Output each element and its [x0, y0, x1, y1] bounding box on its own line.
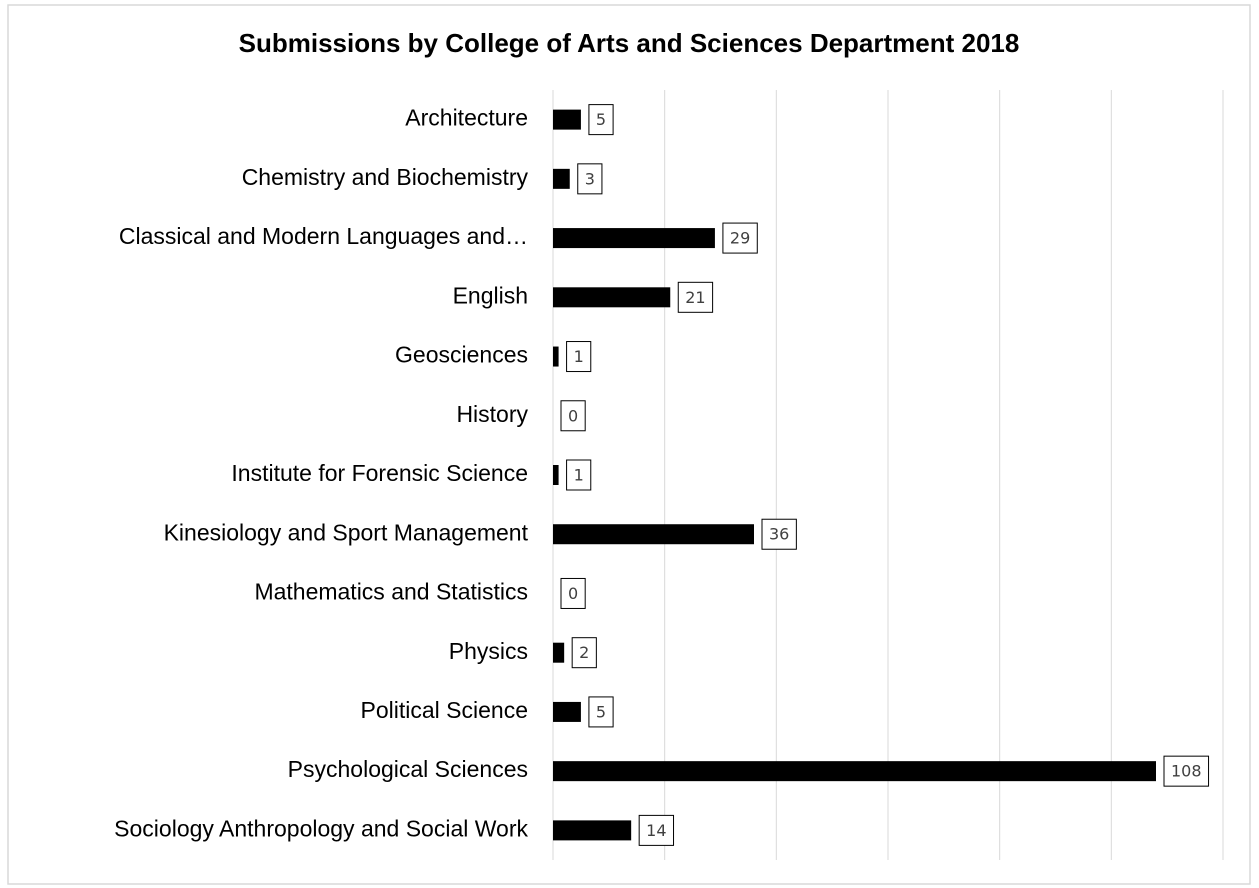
bar — [553, 346, 559, 367]
data-label: 14 — [646, 821, 666, 840]
data-label-box — [761, 518, 797, 550]
data-label-box — [577, 163, 603, 195]
y-tick-label: Political Science — [361, 697, 528, 723]
data-label-box — [560, 577, 586, 609]
bar — [553, 524, 754, 545]
data-label: 36 — [769, 525, 789, 544]
y-tick-label: Institute for Forensic Science — [231, 460, 528, 486]
y-tick-label: Chemistry and Biochemistry — [242, 164, 529, 190]
bar — [553, 287, 671, 308]
y-tick-label: Architecture — [405, 105, 528, 131]
data-label-box — [677, 281, 714, 313]
chart-frame — [7, 4, 1251, 885]
data-label: 0 — [568, 406, 578, 425]
data-label: 29 — [730, 229, 750, 248]
data-label-box — [566, 341, 592, 373]
chart-title: Submissions by College of Arts and Scien… — [239, 28, 1020, 58]
bar — [553, 109, 581, 130]
data-label: 1 — [574, 466, 584, 485]
y-tick-label: Kinesiology and Sport Management — [164, 519, 529, 545]
y-tick-label: Physics — [449, 638, 528, 664]
y-tick-label: Mathematics and Statistics — [254, 579, 528, 605]
y-tick-label: Geosciences — [395, 342, 528, 368]
data-label-box — [571, 637, 597, 669]
data-label: 2 — [579, 643, 589, 662]
data-label-box — [588, 696, 614, 728]
data-label: 3 — [585, 169, 595, 188]
bar — [553, 820, 632, 841]
data-label: 5 — [596, 110, 606, 129]
y-tick-label: Classical and Modern Languages and… — [119, 223, 528, 249]
bar — [553, 465, 559, 485]
data-label: 1 — [574, 347, 584, 366]
data-label-box — [1163, 755, 1210, 787]
data-label-box — [566, 459, 592, 491]
bar — [553, 761, 1156, 782]
y-tick-label: Psychological Sciences — [288, 756, 528, 782]
data-label: 5 — [596, 702, 606, 721]
data-label-box — [722, 222, 758, 254]
data-label: 21 — [685, 288, 705, 307]
data-label-box — [560, 400, 586, 432]
y-tick-label: English — [453, 282, 528, 308]
data-label: 108 — [1171, 762, 1202, 781]
y-tick-label: Sociology Anthropology and Social Work — [114, 815, 528, 841]
bar — [553, 228, 715, 249]
data-label: 0 — [568, 584, 578, 603]
data-label-box — [588, 104, 614, 136]
y-tick-label: History — [456, 401, 528, 427]
bar — [553, 168, 570, 189]
bar — [553, 701, 581, 722]
data-label-box — [638, 814, 675, 846]
bar — [553, 642, 565, 663]
